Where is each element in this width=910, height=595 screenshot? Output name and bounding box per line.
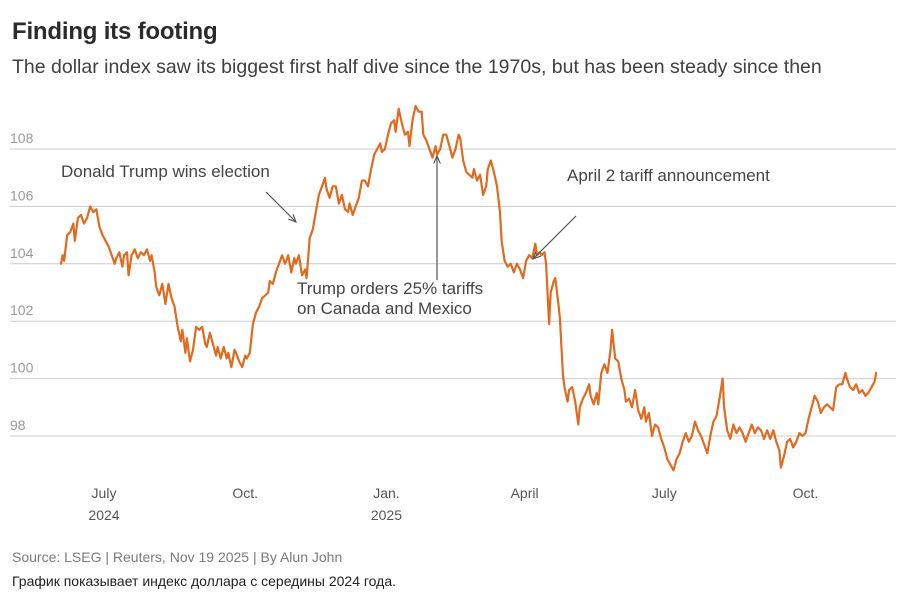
annotation-arrow (533, 215, 577, 259)
chart-note: График показывает индекс доллара с серед… (12, 573, 397, 589)
chart-title: Finding its footing (12, 18, 218, 45)
chart-subtitle: The dollar index saw its biggest first h… (12, 56, 822, 78)
y-tick-label: 100 (10, 360, 34, 376)
x-tick-sublabel: 2025 (371, 507, 402, 523)
y-tick-label: 106 (10, 187, 34, 203)
annotation-text: on Canada and Mexico (297, 299, 472, 318)
y-tick-label: 104 (10, 245, 34, 261)
y-tick-label: 98 (10, 417, 26, 433)
x-tick-label: Oct. (793, 485, 819, 501)
annotation-text: Donald Trump wins election (61, 162, 270, 181)
source-credit: Source: LSEG | Reuters, Nov 19 2025 | By… (12, 549, 343, 565)
series-group (59, 104, 878, 472)
annotation-election: Donald Trump wins election (61, 162, 296, 222)
annotation-text: Trump orders 25% tariffs (297, 279, 483, 298)
dollar-index-line (59, 104, 878, 472)
annotation-text: April 2 tariff announcement (567, 166, 770, 185)
annotation-arrow (265, 191, 296, 222)
y-tick-label: 108 (10, 130, 34, 146)
x-tick-label: July (652, 485, 677, 501)
y-axis-ticks: 98 100 102 104 106 108 (10, 130, 34, 433)
line-chart: 98 100 102 104 106 108 July 2024 Oct. Jan. 2025 Ap… (10, 104, 896, 523)
x-tick-label: Oct. (232, 485, 258, 501)
x-tick-label: April (511, 485, 539, 501)
y-tick-label: 102 (10, 302, 34, 318)
annotation-april-2: April 2 tariff announcement (533, 166, 770, 259)
x-tick-sublabel: 2024 (88, 507, 119, 523)
x-tick-label: Jan. (373, 485, 399, 501)
x-axis-ticks: July 2024 Oct. Jan. 2025 April July Oct. (88, 485, 818, 523)
x-tick-label: July (92, 485, 117, 501)
annotations: Donald Trump wins election Trump orders 2… (61, 156, 770, 318)
